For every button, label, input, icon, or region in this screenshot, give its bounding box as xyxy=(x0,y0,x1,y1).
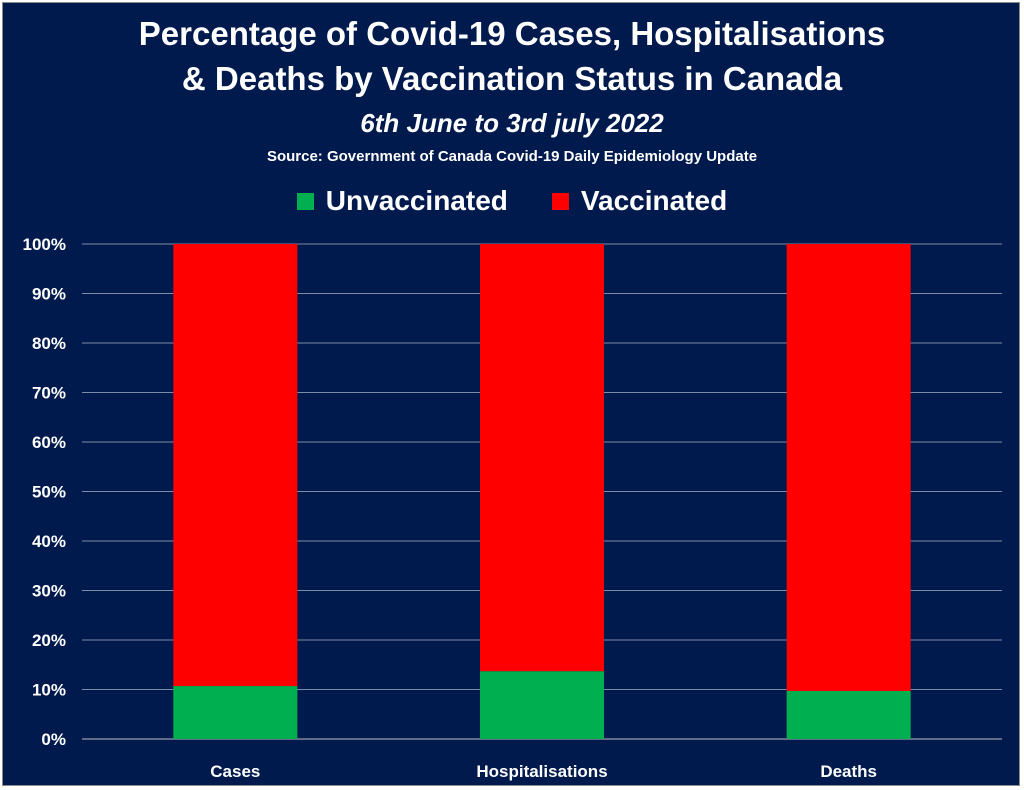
y-tick-label: 10% xyxy=(32,681,66,700)
y-tick-label: 0% xyxy=(41,730,66,749)
chart-title-line2: & Deaths by Vaccination Status in Canada xyxy=(181,60,843,97)
x-category-label: Deaths xyxy=(820,762,877,781)
bar-vaccinated-cases xyxy=(173,244,298,687)
chart-title-line1: Percentage of Covid-19 Cases, Hospitalis… xyxy=(138,15,886,52)
bar-unvaccinated-hospitalisations xyxy=(480,671,604,739)
x-category-label: Cases xyxy=(210,762,260,781)
legend-label-unvaccinated: Unvaccinated xyxy=(325,185,508,216)
bar-unvaccinated-deaths xyxy=(786,690,911,739)
legend-swatch-vaccinated xyxy=(551,192,569,210)
y-tick-label: 40% xyxy=(32,532,66,551)
legend-item-vaccinated: Vaccinated xyxy=(551,185,728,217)
bar-unvaccinated-cases xyxy=(173,686,298,739)
bar-vaccinated-deaths xyxy=(786,244,911,691)
legend-swatch-unvaccinated xyxy=(296,192,314,210)
x-category-label: Hospitalisations xyxy=(476,762,607,781)
y-tick-label: 60% xyxy=(32,433,66,452)
chart-source: Source: Government of Canada Covid-19 Da… xyxy=(266,148,758,165)
chart-legend: Unvaccinated Vaccinated xyxy=(0,182,1024,220)
y-tick-label: 70% xyxy=(32,384,66,403)
legend-item-unvaccinated: Unvaccinated xyxy=(296,185,508,217)
y-tick-label: 90% xyxy=(32,285,66,304)
y-tick-label: 100% xyxy=(23,235,66,254)
y-tick-label: 80% xyxy=(32,334,66,353)
chart-subtitle: 6th June to 3rd july 2022 xyxy=(360,108,664,138)
y-tick-label: 30% xyxy=(32,582,66,601)
legend-label-vaccinated: Vaccinated xyxy=(580,185,728,216)
y-tick-label: 20% xyxy=(32,631,66,650)
y-tick-label: 50% xyxy=(32,483,66,502)
bar-vaccinated-hospitalisations xyxy=(480,244,604,672)
